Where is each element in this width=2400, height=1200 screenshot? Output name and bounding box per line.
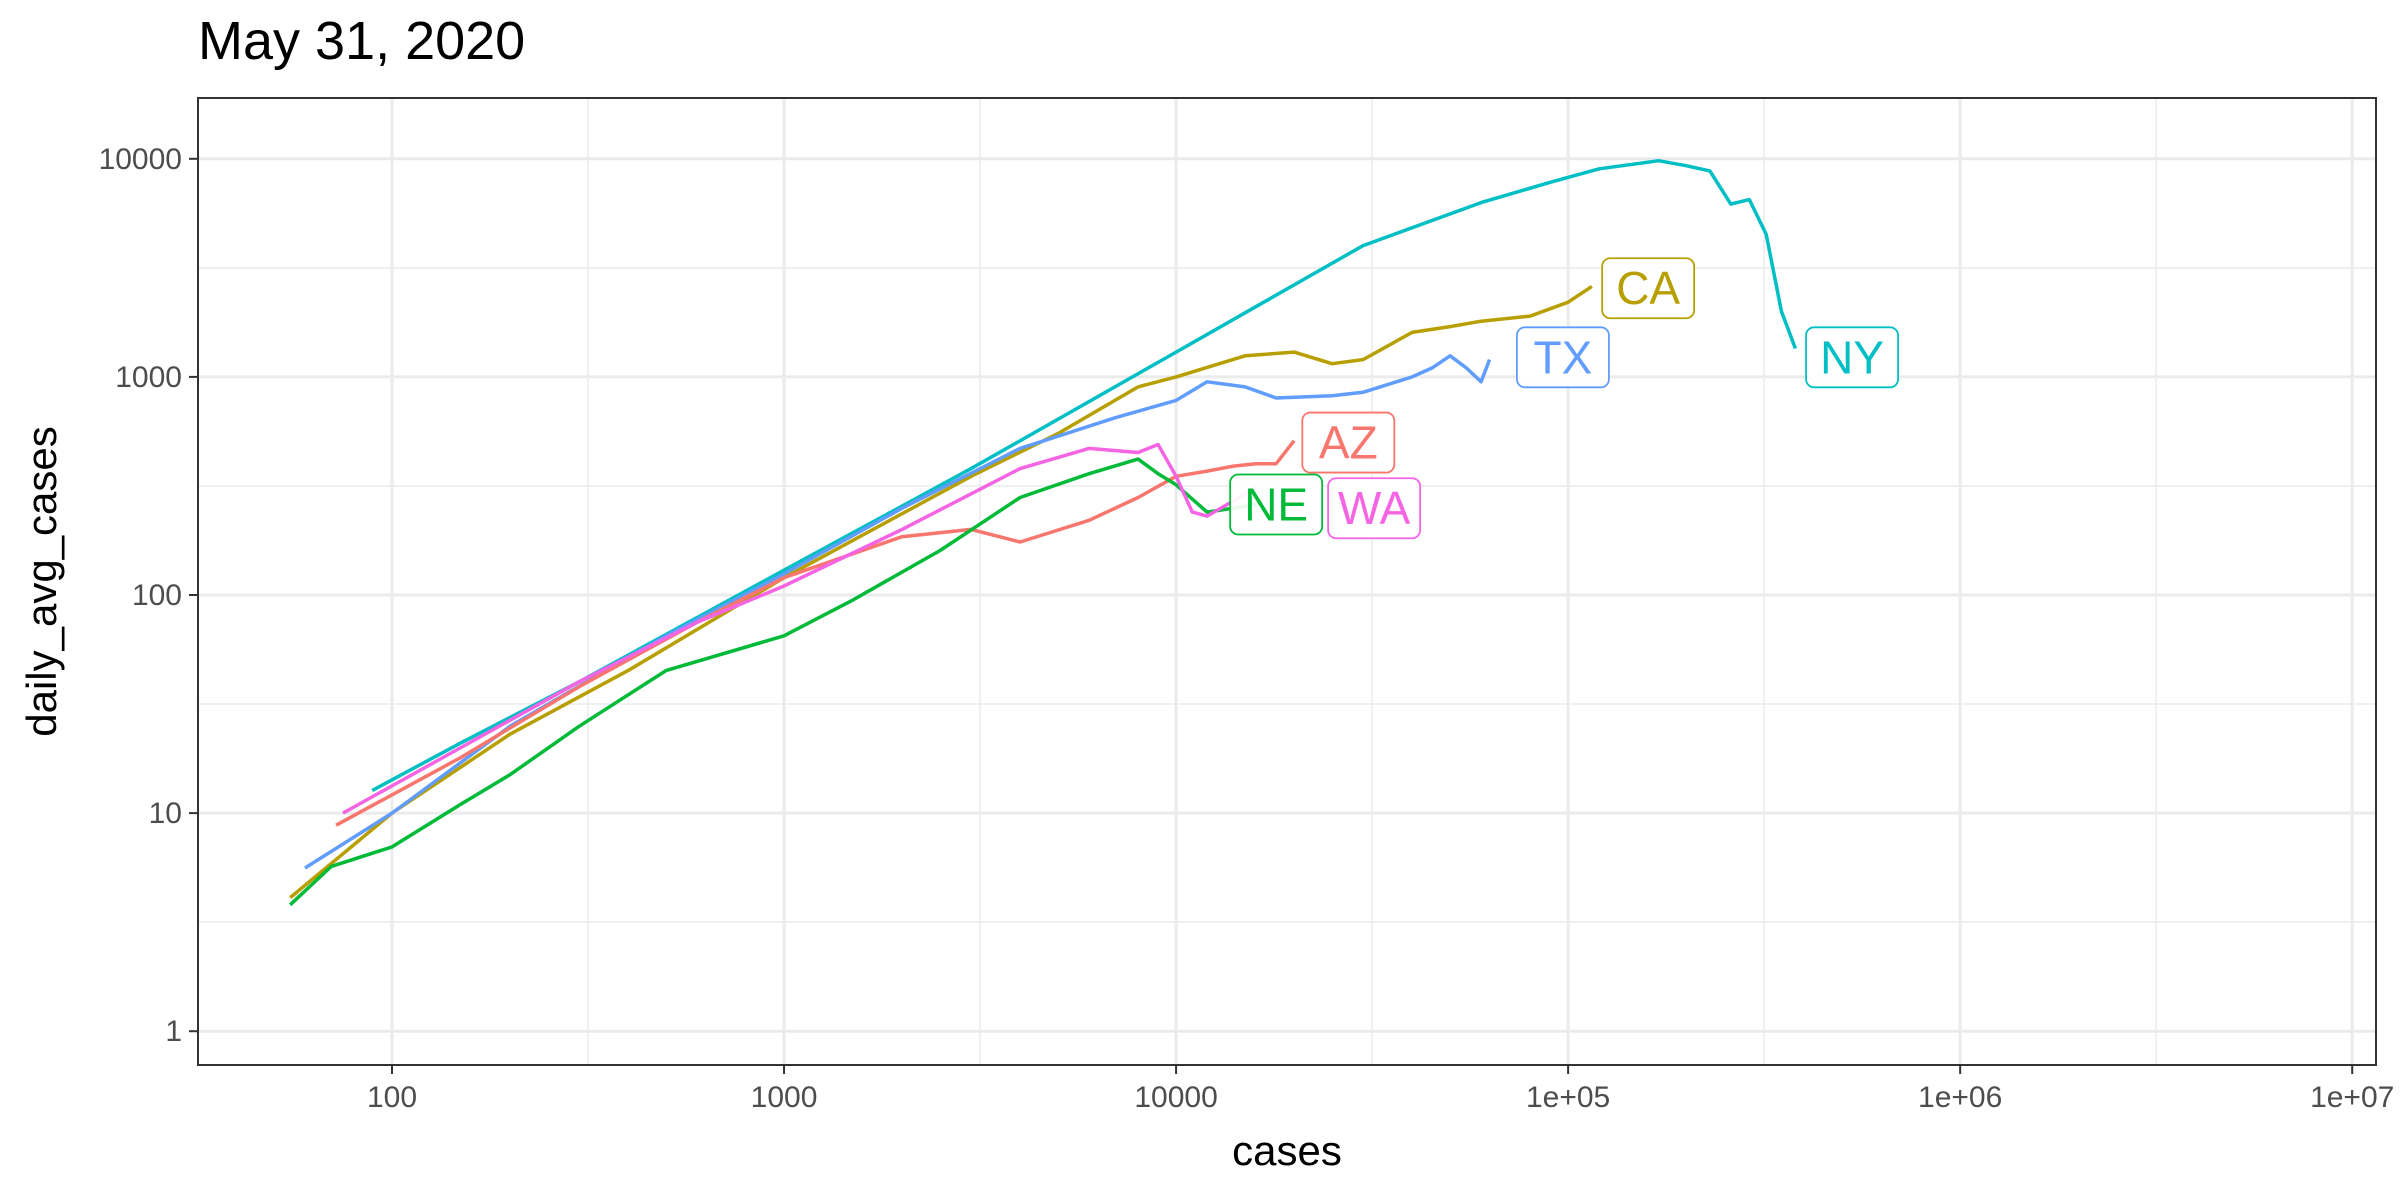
series-label-az: AZ xyxy=(1301,411,1396,474)
series-line-wa xyxy=(342,442,1257,815)
x-tick-label: 1e+06 xyxy=(1918,1081,2002,1114)
x-tick-label: 100 xyxy=(367,1081,417,1114)
series-label-ny: NY xyxy=(1805,326,1899,389)
series-label-text: AZ xyxy=(1319,417,1378,469)
series-label-box xyxy=(1327,477,1422,540)
x-tick-label: 1000 xyxy=(751,1081,818,1114)
y-axis-title: daily_avg_cases xyxy=(18,426,65,737)
y-tick-label: 1000 xyxy=(115,361,182,394)
series-line-ca xyxy=(289,284,1593,899)
series-line-ny xyxy=(371,158,1798,793)
series-label-ne: NE xyxy=(1229,473,1324,536)
plot-panel-border xyxy=(197,97,2377,1066)
series-label-box xyxy=(1805,326,1899,389)
x-tick-label: 1e+07 xyxy=(2310,1081,2394,1114)
series-label-box xyxy=(1601,257,1696,320)
x-tick-label: 1e+05 xyxy=(1526,1081,1610,1114)
y-tick-label: 100 xyxy=(132,579,182,612)
x-tick-label: 10000 xyxy=(1134,1081,1217,1114)
chart-title: May 31, 2020 xyxy=(198,11,526,71)
series-label-tx: TX xyxy=(1516,326,1610,389)
series-label-text: WA xyxy=(1338,482,1411,534)
series-label-text: TX xyxy=(1534,331,1593,383)
series-line-ne xyxy=(289,457,1257,907)
y-tick-label: 10000 xyxy=(99,143,182,176)
series-label-box xyxy=(1516,326,1610,389)
series-label-ca: CA xyxy=(1601,257,1696,320)
series-label-box xyxy=(1229,473,1324,536)
series-label-wa: WA xyxy=(1327,477,1422,540)
series-label-text: NY xyxy=(1820,331,1884,383)
series-line-az xyxy=(335,439,1296,827)
series-lines xyxy=(289,158,1798,907)
axes: 100 1000 10000 1e+05 1e+06 1e+07 1 10 100 1000 100… xyxy=(99,143,2395,1114)
series-label-box xyxy=(1301,411,1396,474)
series-label-text: NE xyxy=(1244,478,1308,530)
series-line-tx xyxy=(304,354,1492,870)
grid-lines xyxy=(198,98,2376,1065)
y-tick-label: 1 xyxy=(165,1015,182,1048)
series-label-text: CA xyxy=(1616,262,1680,314)
x-axis-title: cases xyxy=(1232,1127,1342,1174)
y-tick-label: 10 xyxy=(149,797,182,830)
